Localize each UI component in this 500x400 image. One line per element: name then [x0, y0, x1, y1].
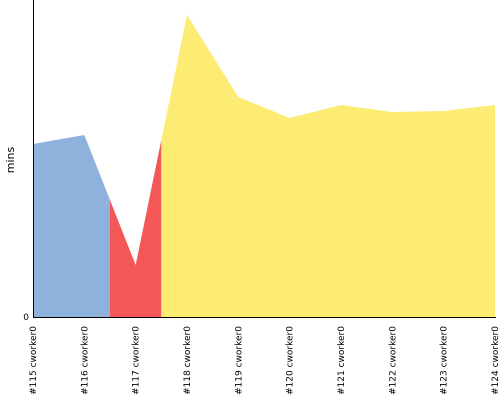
y-axis-label: mins — [4, 146, 17, 173]
x-tick-labels: #115 cworker0 #116 cworker0 #117 cworker0 #… — [29, 326, 500, 395]
x-tick-label: #119 cworker0 — [234, 326, 244, 395]
x-tick-label: #117 cworker0 — [132, 326, 142, 395]
area-segment-red — [110, 140, 162, 317]
area-segment-blue — [33, 135, 110, 317]
x-tick-label: #121 cworker0 — [337, 326, 347, 395]
x-tick-label: #124 cworker0 — [491, 326, 500, 395]
x-tick-label: #116 cworker0 — [80, 326, 90, 395]
y-tick-label-0: 0 — [23, 313, 29, 323]
x-tick-label: #122 cworker0 — [388, 326, 398, 395]
x-tick-label: #123 cworker0 — [440, 326, 450, 395]
x-tick-label: #115 cworker0 — [29, 326, 39, 395]
area-segment-yellow — [161, 15, 495, 317]
x-tick-label: #120 cworker0 — [286, 326, 296, 395]
x-tick-label: #118 cworker0 — [183, 326, 193, 395]
area-segments — [33, 15, 495, 317]
